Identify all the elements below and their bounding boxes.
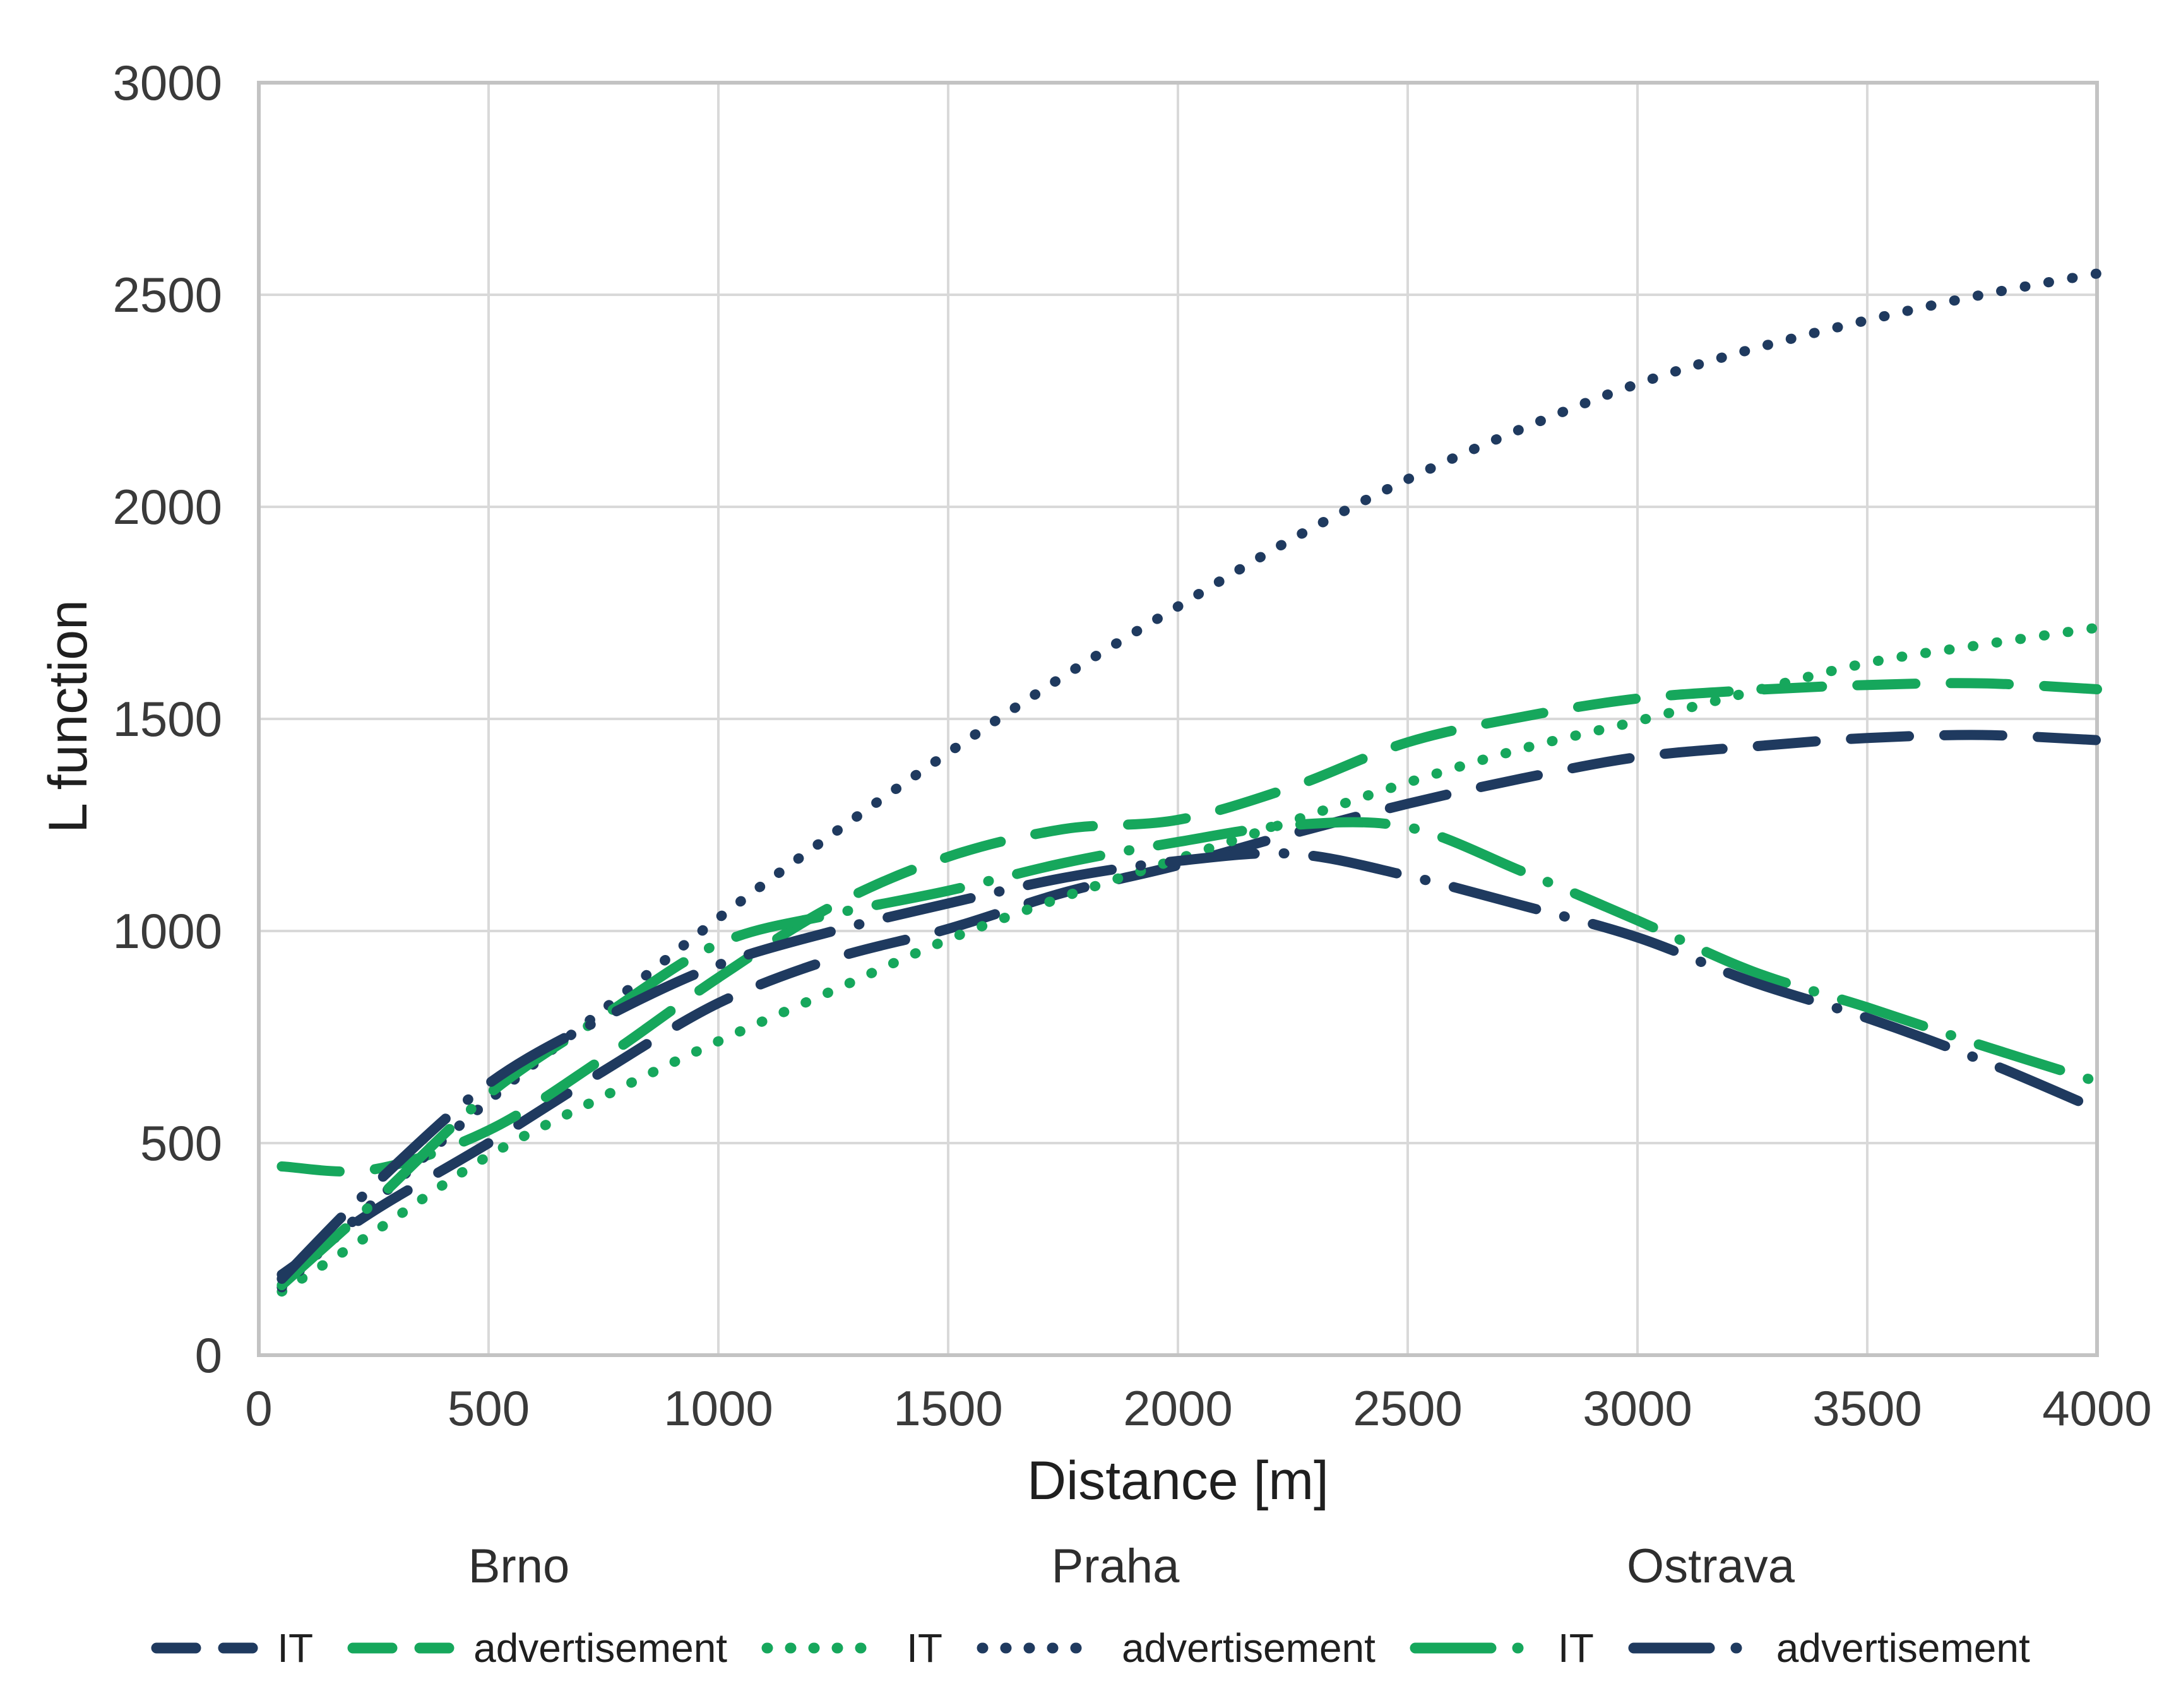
series-ostrava-advertisement xyxy=(276,848,2102,1284)
legend-label: advertisement xyxy=(1121,1625,1376,1671)
y-tick-2000: 2000 xyxy=(112,479,222,535)
plot-border xyxy=(257,81,2099,1357)
x-axis-title: Distance [m] xyxy=(1027,1450,1329,1511)
legend-entry-ostrava-it: IT xyxy=(1410,1626,1594,1670)
x-tick-2000: 2000 xyxy=(1123,1380,1233,1436)
legend-entry-ostrava-advertisement: advertisement xyxy=(1628,1626,2030,1670)
y-tick-1500: 1500 xyxy=(112,691,222,747)
legend-entry-brno-it: IT xyxy=(151,1626,313,1670)
legend-entry-brno-advertisement: advertisement xyxy=(347,1626,727,1670)
y-tick-1000: 1000 xyxy=(112,903,222,959)
x-tick-2500: 2500 xyxy=(1353,1380,1463,1436)
x-tick-1000: 1000 xyxy=(663,1380,773,1436)
y-tick-500: 500 xyxy=(140,1115,222,1171)
legend-group-praha: Praha xyxy=(1051,1539,1180,1593)
x-tick-3500: 3500 xyxy=(1812,1380,1922,1436)
legend-label: IT xyxy=(277,1625,314,1671)
legend-label: advertisement xyxy=(1776,1625,2030,1671)
legend-group-brno: Brno xyxy=(468,1539,570,1593)
y-tick-3000: 3000 xyxy=(112,55,222,110)
legend-swatch-dashdot-icon xyxy=(1410,1642,1539,1654)
legend-label: IT xyxy=(906,1625,942,1671)
series-praha-it xyxy=(276,622,2102,1297)
legend-label: advertisement xyxy=(473,1625,728,1671)
legend: IT advertisement IT advertisement IT advertis… xyxy=(0,1626,2181,1670)
legend-group-ostrava: Ostrava xyxy=(1626,1539,1795,1593)
legend-entry-praha-advertisement: advertisement xyxy=(977,1626,1376,1670)
x-tick-4000: 4000 xyxy=(2042,1380,2152,1436)
series-praha-advertisement xyxy=(276,268,2102,1293)
x-tick-3000: 3000 xyxy=(1583,1380,1692,1436)
legend-swatch-dot-icon xyxy=(761,1642,888,1654)
legend-entry-praha-it: IT xyxy=(761,1626,942,1670)
legend-swatch-dashdot-icon xyxy=(1628,1642,1757,1654)
legend-label: IT xyxy=(1557,1625,1594,1671)
series-brno-advertisement xyxy=(276,678,2102,1177)
legend-swatch-dash-icon xyxy=(347,1642,455,1654)
legend-swatch-dot-icon xyxy=(977,1642,1103,1654)
y-tick-2500: 2500 xyxy=(112,267,222,323)
legend-swatch-dash-icon xyxy=(151,1642,258,1654)
y-axis-title: L function xyxy=(38,600,98,833)
x-tick-500: 500 xyxy=(447,1380,530,1436)
x-tick-0: 0 xyxy=(245,1380,273,1436)
x-tick-1500: 1500 xyxy=(893,1380,1003,1436)
y-tick-0: 0 xyxy=(194,1327,222,1383)
